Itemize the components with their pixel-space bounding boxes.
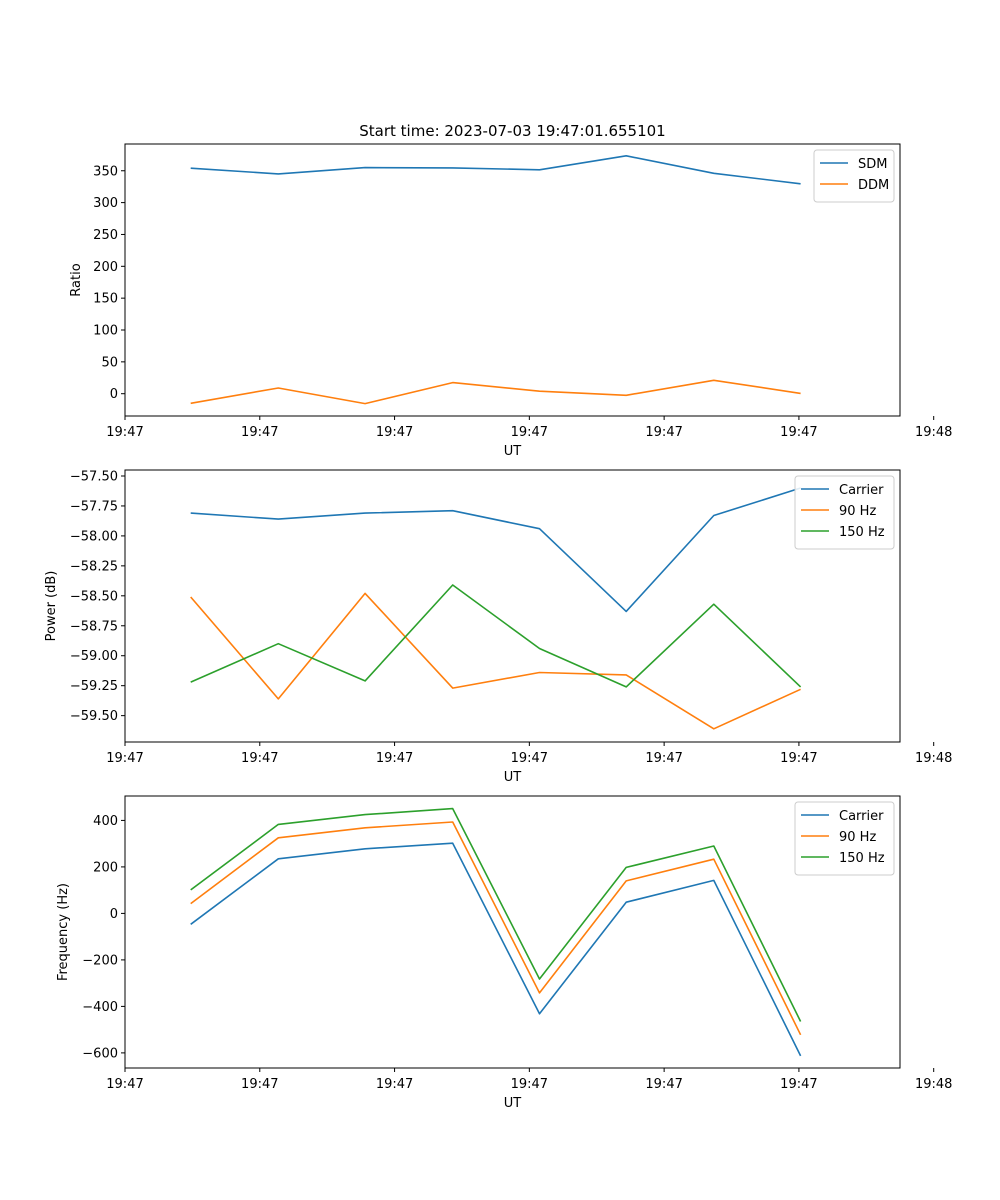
x-axis-label: UT (504, 770, 522, 785)
axes-frame (124, 469, 901, 743)
y-axis-label: Ratio (69, 263, 84, 296)
series-line-ddm (190, 379, 801, 405)
legend: SDM DDM (813, 149, 895, 203)
x-tick-label: 19:47 (511, 425, 548, 440)
y-tick-label: 50 (101, 355, 118, 370)
x-tick-label: 19:47 (106, 1077, 143, 1092)
y-tick-label: −58.50 (70, 589, 118, 604)
y-tick-label: −400 (82, 1000, 118, 1015)
series-line-carrier (190, 842, 802, 1057)
x-tick-label: 19:47 (241, 751, 278, 766)
legend-label: 90 Hz (839, 504, 876, 519)
x-axis-label: UT (504, 1096, 522, 1111)
y-tick-label: 100 (93, 324, 118, 339)
x-tick-label: 19:47 (780, 751, 817, 766)
y-tick-label: 0 (110, 907, 118, 922)
legend-label: 90 Hz (839, 830, 876, 845)
legend-label: Carrier (839, 483, 884, 498)
x-tick-label: 19:47 (511, 1077, 548, 1092)
x-tick-label: 19:47 (780, 1077, 817, 1092)
y-axis-label: Frequency (Hz) (56, 883, 71, 981)
y-tick-label: 300 (93, 196, 118, 211)
x-tick-label: 19:47 (241, 1077, 278, 1092)
y-tick-label: −57.75 (70, 499, 118, 514)
y-axis-label: Power (dB) (44, 571, 59, 642)
y-tick-label: −58.25 (70, 559, 118, 574)
x-tick-label: 19:48 (915, 751, 952, 766)
legend: Carrier 90 Hz 150 Hz (794, 801, 895, 876)
legend: Carrier 90 Hz 150 Hz (794, 475, 895, 550)
axes-frame (124, 795, 901, 1069)
y-tick-label: 250 (93, 228, 118, 243)
y-tick-label: 0 (110, 387, 118, 402)
y-tick-label: −58.75 (70, 619, 118, 634)
chart-panel-2: 19:47 19:47 19:47 19:47 19:47 19:47 19:48 −57.5… (44, 469, 952, 785)
x-tick-label: 19:47 (106, 751, 143, 766)
x-tick-label: 19:47 (376, 1077, 413, 1092)
series-line-sdm (190, 155, 801, 185)
x-tick-label: 19:47 (511, 751, 548, 766)
x-tick-label: 19:47 (645, 425, 682, 440)
chart-panel-3: 19:47 19:47 19:47 19:47 19:47 19:47 19:48 −600 −… (56, 795, 952, 1111)
series-line-carrier (190, 487, 801, 613)
axes-frame (124, 143, 901, 417)
x-tick-label: 19:47 (645, 751, 682, 766)
legend-label: Carrier (839, 809, 884, 824)
y-tick-label: −200 (82, 953, 118, 968)
legend-label: 150 Hz (839, 525, 885, 540)
series-line-150-hz (190, 584, 802, 688)
legend-label: DDM (858, 178, 889, 193)
y-tick-label: −600 (82, 1046, 118, 1061)
y-tick-label: 400 (93, 814, 118, 829)
legend-label: SDM (858, 157, 887, 172)
y-tick-label: −59.00 (70, 649, 118, 664)
series-line-150-hz (190, 807, 802, 1022)
chart-title: Start time: 2023-07-03 19:47:01.655101 (359, 122, 665, 140)
x-tick-label: 19:47 (241, 425, 278, 440)
x-tick-label: 19:48 (915, 425, 952, 440)
x-tick-label: 19:47 (106, 425, 143, 440)
series-line-90-hz (190, 592, 801, 730)
y-tick-label: 200 (93, 860, 118, 875)
y-tick-label: −59.50 (70, 709, 118, 724)
y-tick-label: −58.00 (70, 529, 118, 544)
series-line-90-hz (190, 821, 802, 1036)
x-tick-label: 19:47 (376, 425, 413, 440)
x-tick-label: 19:47 (376, 751, 413, 766)
y-tick-label: −59.25 (70, 679, 118, 694)
y-tick-label: 150 (93, 292, 118, 307)
x-tick-label: 19:47 (780, 425, 817, 440)
y-tick-label: −57.50 (70, 469, 118, 484)
x-tick-label: 19:48 (915, 1077, 952, 1092)
y-tick-label: 350 (93, 164, 118, 179)
x-axis-label: UT (504, 444, 522, 459)
x-tick-label: 19:47 (645, 1077, 682, 1092)
y-tick-label: 200 (93, 260, 118, 275)
chart-panel-1: Start time: 2023-07-03 19:47:01.655101 19… (69, 122, 952, 459)
legend-label: 150 Hz (839, 851, 885, 866)
